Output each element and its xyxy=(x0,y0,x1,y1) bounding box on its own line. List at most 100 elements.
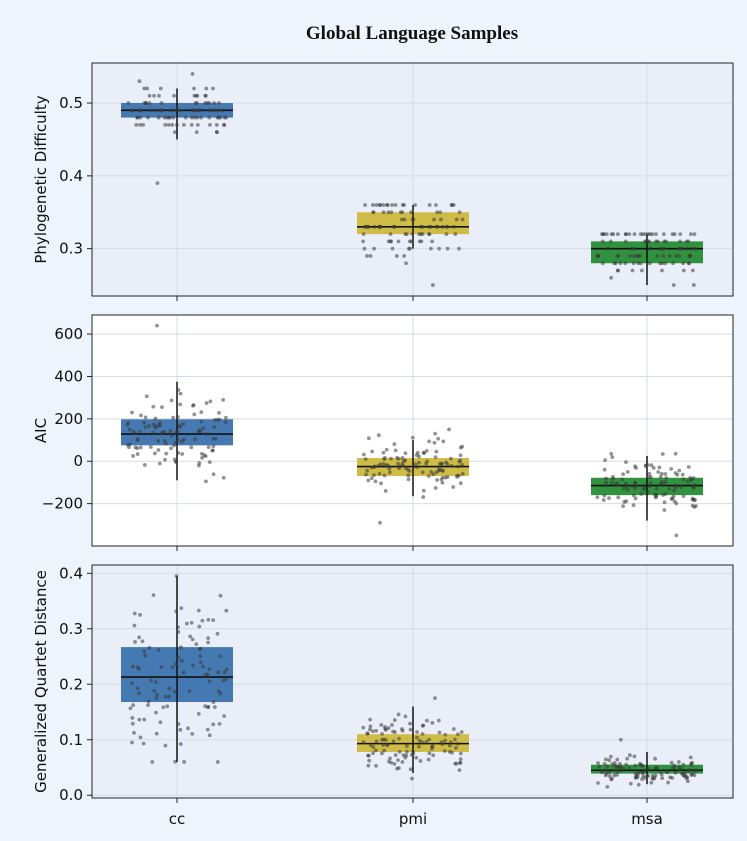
data-point xyxy=(607,774,612,778)
data-point xyxy=(374,763,378,768)
data-point xyxy=(646,239,651,244)
data-point xyxy=(141,122,146,127)
data-point xyxy=(381,210,386,215)
data-point xyxy=(369,465,374,470)
data-point xyxy=(440,475,445,480)
data-point xyxy=(389,239,393,244)
data-point xyxy=(158,423,163,428)
data-point xyxy=(411,464,416,469)
data-point xyxy=(189,620,194,625)
data-point xyxy=(146,699,151,704)
data-point xyxy=(630,268,635,273)
data-point xyxy=(654,232,658,237)
data-point xyxy=(636,782,641,787)
data-point xyxy=(623,261,628,266)
data-point xyxy=(133,445,138,450)
data-point xyxy=(457,761,462,765)
data-point xyxy=(669,497,674,501)
data-point xyxy=(408,727,413,732)
data-point xyxy=(176,655,181,660)
y-tick-label: 0.4 xyxy=(59,167,83,185)
data-point xyxy=(380,751,384,756)
data-point xyxy=(675,472,680,477)
data-point xyxy=(127,445,131,450)
data-point xyxy=(602,232,607,237)
data-point xyxy=(160,108,165,113)
data-point xyxy=(206,445,211,450)
box-pmi xyxy=(357,696,469,781)
data-point xyxy=(611,476,616,481)
data-point xyxy=(379,481,383,486)
data-point xyxy=(145,115,150,120)
data-point xyxy=(609,275,614,280)
data-point xyxy=(361,239,365,244)
data-point xyxy=(142,649,147,654)
box-pmi xyxy=(357,203,469,287)
data-point xyxy=(374,739,379,744)
data-point xyxy=(684,239,689,244)
data-point xyxy=(408,239,412,244)
data-point xyxy=(207,733,212,738)
data-point xyxy=(437,465,442,470)
data-point xyxy=(610,762,615,766)
data-point xyxy=(693,768,697,773)
data-point xyxy=(391,739,396,744)
data-point xyxy=(205,672,210,677)
data-point xyxy=(689,246,694,251)
data-point xyxy=(441,439,446,444)
data-point xyxy=(190,108,195,113)
data-point xyxy=(199,115,204,120)
data-point xyxy=(172,93,176,98)
data-point xyxy=(596,254,601,258)
data-point xyxy=(602,761,607,766)
data-point xyxy=(688,232,693,237)
data-point xyxy=(130,410,134,415)
data-point xyxy=(664,239,668,244)
data-point xyxy=(460,471,465,476)
data-point xyxy=(143,425,148,430)
data-point xyxy=(426,474,431,478)
data-point xyxy=(440,480,445,485)
data-point xyxy=(655,239,660,244)
data-point xyxy=(417,738,422,743)
data-point xyxy=(603,773,608,778)
data-point xyxy=(368,717,373,722)
data-point xyxy=(189,445,194,450)
data-point xyxy=(640,763,645,768)
data-point xyxy=(448,740,453,745)
data-point xyxy=(149,678,154,683)
data-point xyxy=(392,442,397,447)
data-point xyxy=(410,435,415,440)
data-point xyxy=(137,717,142,722)
data-point xyxy=(651,776,656,781)
data-point xyxy=(604,232,609,237)
data-point xyxy=(460,462,464,467)
data-point xyxy=(401,753,406,758)
data-point xyxy=(154,731,159,736)
data-point xyxy=(363,203,367,207)
data-point xyxy=(417,232,422,237)
data-point xyxy=(658,769,663,774)
data-point xyxy=(428,246,433,251)
data-point xyxy=(608,239,613,244)
data-point xyxy=(144,101,148,105)
data-point xyxy=(135,686,140,691)
data-point xyxy=(617,762,622,766)
data-point xyxy=(663,261,668,266)
data-point xyxy=(421,723,426,728)
data-point xyxy=(638,761,642,766)
data-point xyxy=(156,115,161,120)
data-point xyxy=(451,203,456,207)
data-point xyxy=(386,464,391,469)
data-point xyxy=(688,254,693,258)
data-point xyxy=(600,239,605,244)
data-point xyxy=(427,737,431,742)
data-point xyxy=(147,101,152,105)
box-msa xyxy=(591,451,703,538)
data-point xyxy=(174,574,179,578)
data-point xyxy=(670,775,675,780)
data-point xyxy=(397,749,402,754)
data-point xyxy=(657,465,662,470)
data-point xyxy=(195,115,200,120)
